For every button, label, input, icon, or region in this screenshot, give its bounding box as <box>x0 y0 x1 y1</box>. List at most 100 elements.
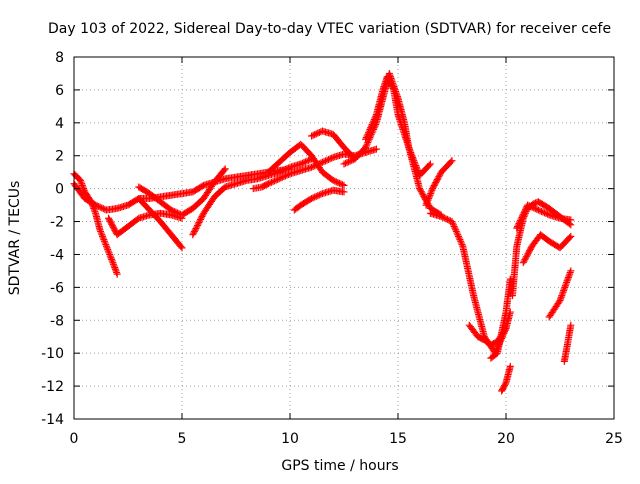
data-point <box>305 156 313 164</box>
data-point <box>332 178 340 186</box>
data-point <box>309 131 317 139</box>
data-point <box>110 262 118 270</box>
data-point <box>318 158 326 166</box>
data-point <box>266 179 274 187</box>
y-tick-label: -4 <box>50 247 64 263</box>
data-point <box>104 247 112 255</box>
data-point <box>170 207 178 215</box>
data-point <box>192 225 200 233</box>
data-point <box>429 183 437 191</box>
data-point <box>312 130 320 138</box>
data-point <box>363 132 371 140</box>
data-point <box>425 193 433 201</box>
data-point <box>515 220 523 228</box>
data-point <box>342 159 350 167</box>
series-trace-5 <box>135 165 229 219</box>
data-point <box>111 265 119 273</box>
data-point <box>108 257 116 265</box>
data-point <box>178 244 186 252</box>
data-point <box>311 193 319 201</box>
data-point <box>423 199 431 207</box>
data-point <box>280 173 288 181</box>
data-point <box>528 203 536 211</box>
data-point <box>542 210 550 218</box>
data-point <box>418 189 426 197</box>
data-point <box>413 165 421 173</box>
data-point <box>426 191 434 199</box>
data-point <box>516 216 524 224</box>
data-point <box>449 219 457 227</box>
data-point <box>544 210 552 218</box>
data-point <box>303 157 311 165</box>
data-point <box>412 163 420 171</box>
series-trace-17 <box>498 362 514 395</box>
data-point <box>372 145 380 153</box>
data-point <box>108 255 116 263</box>
data-point <box>196 217 204 225</box>
series-trace-14 <box>426 209 510 357</box>
data-point <box>193 223 201 231</box>
y-tick-label: -8 <box>50 313 64 329</box>
y-tick-label: -6 <box>50 280 64 296</box>
data-point <box>277 167 285 175</box>
data-point <box>406 147 414 155</box>
data-point <box>343 159 351 167</box>
data-point <box>531 205 539 213</box>
data-point <box>519 259 527 267</box>
data-point <box>431 180 439 188</box>
y-tick-label: -2 <box>50 215 64 231</box>
data-point <box>362 134 370 142</box>
data-point <box>314 192 322 200</box>
data-point <box>422 201 430 209</box>
series-trace-21 <box>545 267 575 321</box>
data-point <box>435 173 443 181</box>
data-point <box>456 236 464 244</box>
data-point <box>326 155 334 163</box>
data-point <box>264 180 272 188</box>
data-point <box>99 232 107 240</box>
data-point <box>103 244 111 252</box>
data-point <box>427 190 435 198</box>
data-point <box>91 208 99 216</box>
y-tick-label: -14 <box>41 412 64 428</box>
data-point <box>560 287 568 295</box>
data-point <box>410 157 418 165</box>
data-point <box>335 179 343 187</box>
data-point <box>439 213 447 221</box>
data-point <box>514 221 522 229</box>
data-point <box>405 145 413 153</box>
data-point <box>113 270 121 278</box>
data-point <box>567 267 575 275</box>
data-point <box>111 264 119 272</box>
data-point <box>454 231 462 239</box>
data-point <box>426 160 434 168</box>
series-trace-20 <box>519 231 575 267</box>
data-point <box>110 225 118 233</box>
data-point <box>107 254 115 262</box>
data-point <box>458 241 466 249</box>
data-point <box>283 165 291 173</box>
data-point <box>520 257 528 265</box>
data-point <box>425 195 433 203</box>
data-point <box>172 208 180 216</box>
data-point <box>275 175 283 183</box>
data-point <box>372 112 380 120</box>
series-trace-12 <box>362 73 434 179</box>
data-point <box>102 242 110 250</box>
data-point <box>432 179 440 187</box>
series-trace-15 <box>465 308 514 349</box>
y-tick-label: 8 <box>55 50 64 66</box>
data-point <box>513 224 521 232</box>
data-point <box>433 176 441 184</box>
data-point <box>331 177 339 185</box>
data-point <box>371 114 379 122</box>
data-point <box>417 188 425 196</box>
data-point <box>308 163 316 171</box>
data-point <box>297 160 305 168</box>
data-point <box>536 207 544 215</box>
data-point <box>567 216 575 224</box>
series-trace-8 <box>264 140 348 189</box>
data-point <box>567 232 575 240</box>
data-point <box>300 159 308 167</box>
data-point <box>370 116 378 124</box>
